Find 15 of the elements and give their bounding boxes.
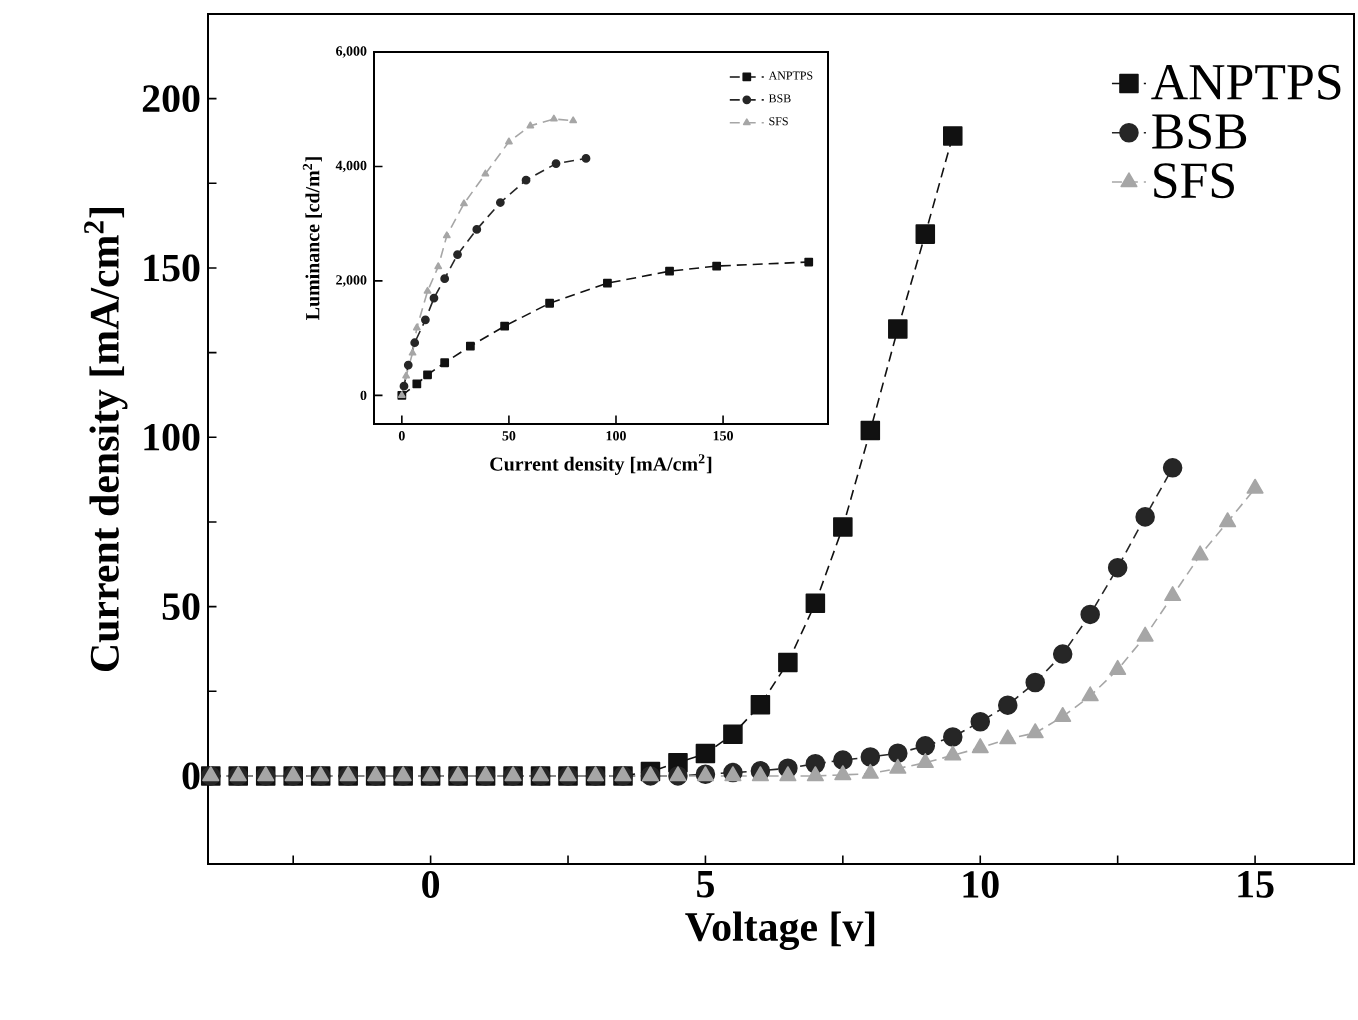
x-tick-label: 0 — [422, 871, 440, 898]
y-tick-label: 50 — [162, 593, 200, 621]
x-axis-title: Voltage [v] — [685, 911, 875, 950]
x-tick-label: 5 — [697, 871, 714, 898]
legend-label: BSB — [1152, 114, 1247, 149]
x-tick-label: 10 — [963, 871, 999, 898]
legend-label: SFS — [1154, 163, 1234, 199]
y-tick-label: 200 — [142, 85, 200, 113]
x-tick-label: 15 — [1238, 871, 1274, 898]
legend-label: ANPTPS — [1151, 64, 1341, 100]
y-tick-label: 0 — [182, 762, 200, 790]
y-axis-title: Current density [mA/cm$^{2}$] — [84, 208, 128, 672]
y-tick-label: 150 — [144, 254, 200, 282]
y-axis-title: Luminance [cd/m$^{2}$] — [302, 157, 322, 320]
x-axis-title: Current density [mA/cm$^{2}$] — [490, 454, 712, 475]
